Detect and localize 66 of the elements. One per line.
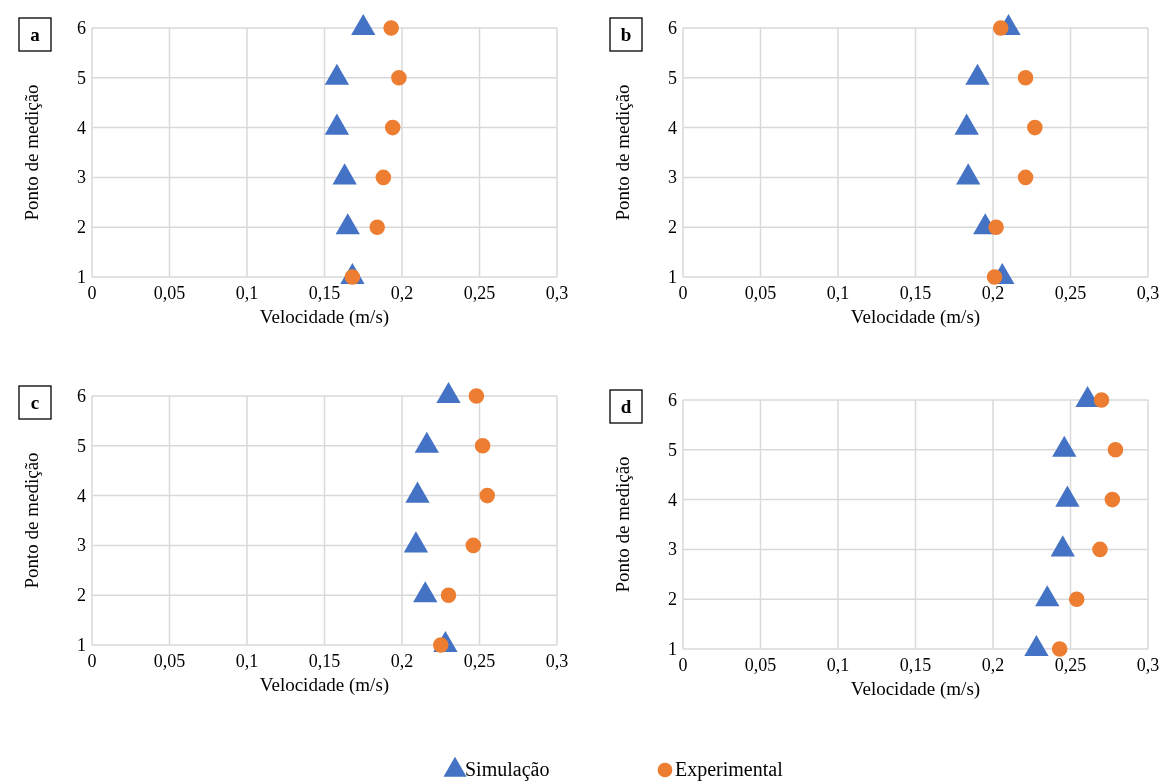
y-tick-label: 2 [77, 585, 86, 606]
chart-title: d [620, 396, 632, 417]
x-tick-label: 0,3 [1136, 283, 1160, 303]
x-tick-label: 0 [87, 651, 97, 671]
x-tick-label: 0,25 [463, 283, 496, 303]
x-tick-label: 0,3 [545, 283, 569, 303]
chart-title: b [620, 24, 632, 45]
x-tick-label: 0,2 [981, 655, 1005, 675]
y-tick-label: 4 [668, 489, 677, 510]
y-tick-label: 6 [668, 18, 677, 38]
y-tick-label: 2 [668, 217, 677, 238]
y-tick-label: 3 [668, 539, 677, 560]
x-tick-label: 0,25 [1054, 283, 1087, 303]
x-axis-title: Velocidade (m/s) [850, 678, 981, 700]
x-tick-label: 0,25 [1054, 655, 1087, 675]
x-tick-label: 0,1 [235, 283, 259, 303]
x-tick-label: 0,05 [153, 651, 186, 671]
chart-title: c [30, 392, 40, 413]
x-tick-label: 0,1 [235, 651, 259, 671]
y-tick-label: 6 [77, 18, 86, 38]
y-axis-title: Ponto de medição [612, 84, 633, 221]
y-tick-label: 3 [77, 535, 86, 556]
x-tick-label: 0,2 [981, 283, 1005, 303]
x-tick-label: 0 [678, 655, 688, 675]
x-axis-title: Velocidade (m/s) [850, 306, 981, 328]
y-tick-label: 2 [77, 217, 86, 238]
x-tick-label: 0,05 [744, 655, 777, 675]
legend-label: Experimental [675, 758, 784, 781]
y-axis-title: Ponto de medição [21, 84, 42, 221]
y-tick-label: 4 [668, 117, 677, 138]
y-tick-label: 5 [668, 439, 677, 460]
y-axis-title: Ponto de medição [612, 456, 633, 593]
x-tick-label: 0,15 [899, 283, 932, 303]
x-tick-label: 0,2 [390, 651, 414, 671]
y-tick-label: 6 [77, 386, 86, 406]
x-tick-label: 0,15 [899, 655, 932, 675]
y-tick-label: 4 [77, 485, 86, 506]
x-axis-title: Velocidade (m/s) [259, 306, 390, 328]
x-tick-label: 0,3 [545, 651, 569, 671]
y-tick-label: 5 [668, 67, 677, 88]
chart-title: a [30, 24, 41, 45]
x-tick-label: 0 [678, 283, 688, 303]
x-tick-label: 0,3 [1136, 655, 1160, 675]
x-tick-label: 0,1 [826, 655, 850, 675]
x-tick-label: 0,2 [390, 283, 414, 303]
x-tick-label: 0,15 [308, 651, 341, 671]
y-tick-label: 1 [77, 267, 86, 287]
x-tick-label: 0 [87, 283, 97, 303]
y-tick-label: 3 [77, 167, 86, 188]
y-tick-label: 1 [668, 267, 677, 287]
legend-label: Simulação [465, 758, 550, 781]
y-tick-label: 3 [668, 167, 677, 188]
x-tick-label: 0,15 [308, 283, 341, 303]
x-tick-label: 0,1 [826, 283, 850, 303]
x-tick-label: 0,05 [153, 283, 186, 303]
y-tick-label: 6 [668, 390, 677, 410]
y-tick-label: 1 [668, 639, 677, 659]
x-axis-title: Velocidade (m/s) [259, 674, 390, 696]
x-tick-label: 0,05 [744, 283, 777, 303]
y-tick-label: 1 [77, 635, 86, 655]
y-tick-label: 5 [77, 435, 86, 456]
y-tick-label: 4 [77, 117, 86, 138]
y-axis-title: Ponto de medição [21, 452, 42, 589]
y-tick-label: 2 [668, 589, 677, 610]
x-tick-label: 0,25 [463, 651, 496, 671]
y-tick-label: 5 [77, 67, 86, 88]
